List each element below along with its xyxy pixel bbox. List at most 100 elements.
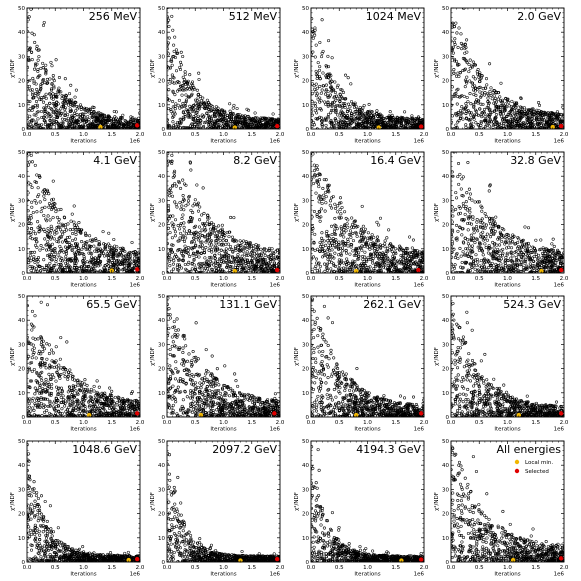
data-point	[33, 62, 38, 66]
data-point	[49, 248, 53, 252]
data-point	[535, 112, 539, 116]
data-point	[535, 108, 539, 112]
data-point	[253, 267, 257, 271]
data-point	[243, 114, 247, 118]
data-point	[173, 234, 177, 238]
data-point	[80, 105, 84, 110]
data-point	[187, 260, 191, 264]
x-tick-label: 2.0	[276, 132, 285, 138]
data-point	[172, 171, 176, 175]
data-point	[262, 246, 266, 251]
data-point	[60, 97, 64, 101]
data-point	[254, 243, 258, 247]
data-point	[102, 254, 106, 258]
data-point	[171, 243, 175, 247]
data-point	[483, 120, 488, 124]
data-point	[354, 116, 358, 120]
data-point	[29, 222, 33, 226]
data-point	[216, 235, 220, 239]
data-point	[179, 126, 183, 129]
data-point	[54, 58, 58, 62]
data-point	[183, 72, 187, 77]
data-point	[528, 119, 533, 124]
data-point	[75, 243, 79, 248]
data-point	[168, 253, 172, 257]
data-point	[34, 126, 38, 129]
data-point	[86, 124, 90, 128]
data-point	[208, 109, 212, 113]
data-point	[171, 112, 175, 116]
data-point	[536, 121, 540, 126]
data-point	[260, 124, 264, 128]
data-point	[169, 190, 173, 194]
data-point	[221, 232, 225, 236]
data-point	[59, 258, 63, 262]
data-point	[68, 98, 72, 102]
data-point	[331, 124, 335, 128]
data-point	[52, 237, 56, 241]
data-point	[51, 248, 55, 252]
data-point	[316, 117, 320, 121]
data-point	[119, 260, 123, 265]
data-point	[81, 123, 85, 127]
data-point	[54, 112, 58, 116]
data-point	[269, 118, 273, 122]
data-point	[98, 263, 102, 267]
data-point	[189, 208, 193, 212]
data-point	[131, 251, 135, 255]
data-point	[27, 152, 31, 156]
data-point	[323, 100, 327, 104]
data-point	[510, 125, 514, 129]
data-point	[327, 95, 331, 99]
data-point	[214, 228, 218, 233]
data-point	[195, 183, 199, 187]
data-point	[52, 119, 56, 123]
data-point	[464, 59, 468, 63]
data-point	[181, 83, 185, 88]
data-point	[189, 232, 193, 236]
data-point	[130, 240, 134, 244]
data-point	[53, 263, 57, 267]
data-point	[341, 90, 345, 94]
data-point	[453, 59, 457, 63]
data-point	[414, 126, 418, 129]
data-point	[132, 256, 136, 260]
data-point	[39, 85, 43, 89]
data-point	[205, 239, 209, 243]
data-point	[170, 59, 174, 63]
data-point	[239, 244, 243, 248]
data-point	[128, 120, 132, 124]
data-point	[191, 125, 195, 129]
data-point	[106, 118, 110, 122]
data-point	[221, 260, 225, 264]
data-point	[519, 96, 523, 100]
data-point	[60, 224, 64, 228]
x-tick-label: 0.5	[475, 132, 484, 138]
data-point	[314, 43, 318, 47]
data-point	[465, 117, 469, 121]
data-point	[480, 73, 484, 78]
data-point	[82, 243, 86, 247]
data-point	[329, 74, 333, 78]
data-point	[115, 245, 119, 249]
data-point	[194, 266, 198, 270]
data-point	[507, 104, 511, 108]
data-point	[167, 24, 171, 28]
data-point	[83, 264, 87, 268]
data-point	[515, 102, 519, 106]
data-point	[388, 110, 392, 114]
data-point	[192, 115, 196, 119]
data-point	[120, 116, 124, 120]
data-point	[170, 14, 174, 18]
data-point	[192, 109, 196, 113]
data-point	[176, 256, 180, 260]
data-point	[173, 107, 177, 111]
data-point	[204, 106, 208, 110]
x-tick-label: 1.5	[107, 132, 116, 138]
data-point	[34, 236, 38, 241]
data-point	[167, 8, 169, 10]
data-point	[253, 111, 257, 115]
data-point	[112, 123, 116, 127]
panel-title: 2.0 GeV	[517, 10, 561, 23]
data-point	[520, 107, 524, 111]
